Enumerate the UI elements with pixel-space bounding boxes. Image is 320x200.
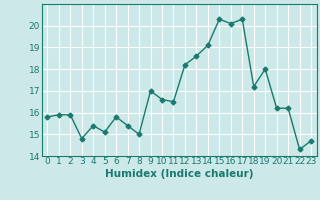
X-axis label: Humidex (Indice chaleur): Humidex (Indice chaleur) (105, 169, 253, 179)
